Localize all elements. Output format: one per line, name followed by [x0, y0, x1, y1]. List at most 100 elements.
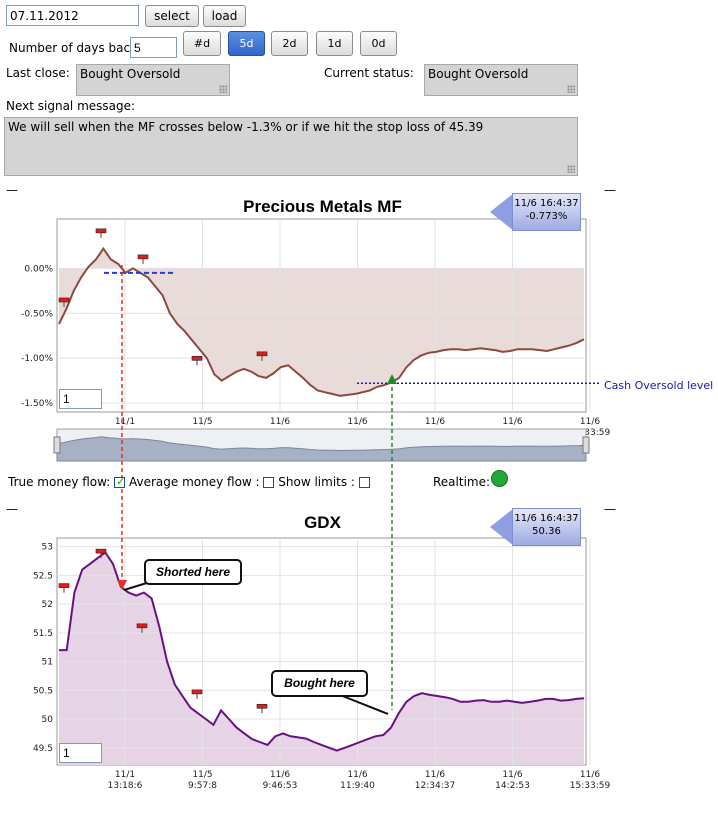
- x-tick-date: 11/1: [115, 770, 135, 780]
- navigator-area: [56, 436, 587, 462]
- signal-marker: [256, 703, 268, 709]
- x-tick-date: 11/6: [347, 770, 367, 780]
- y-tick-label: 0.00%: [24, 264, 53, 274]
- resize-grip-icon[interactable]: [219, 85, 227, 93]
- gdx-nav-input[interactable]: [59, 743, 102, 763]
- bought-pointer: [339, 694, 389, 715]
- gdx-value-flag: 11/6 16:4:37 50.36: [512, 508, 581, 546]
- load-button[interactable]: load: [203, 5, 246, 27]
- avg-mf-checkbox[interactable]: [263, 477, 275, 488]
- x-tick-time: 9:46:53: [263, 781, 298, 791]
- resize-grip-icon[interactable]: [567, 85, 575, 93]
- y-tick-label: 50.5: [33, 686, 53, 696]
- range-button-2d[interactable]: 2d: [271, 31, 308, 56]
- y-tick-label: 49.5: [33, 744, 53, 754]
- resize-grip-icon[interactable]: [567, 165, 575, 173]
- x-tick-time: 15:33:59: [570, 428, 611, 438]
- navigator-handle-right: [582, 436, 590, 454]
- x-tick-date: 11/5: [192, 417, 212, 427]
- chart-title-mf: Precious Metals MF: [243, 197, 402, 216]
- range-button-5d[interactable]: 5d: [228, 31, 265, 56]
- bought-annotation: Bought here: [271, 670, 368, 697]
- signal-marker: [191, 356, 203, 361]
- buy-arrow-icon: [387, 374, 397, 384]
- y-tick-label: 52.5: [33, 571, 53, 581]
- x-tick-time: 14:2:53: [495, 781, 530, 791]
- flag-arrow-icon: [490, 508, 514, 546]
- signal-marker: [95, 228, 107, 234]
- gdx-flag-value: 50.36: [532, 526, 561, 537]
- mf-flag-value: -0.773%: [525, 211, 568, 222]
- x-tick-time: 9:57:8: [188, 781, 217, 791]
- mf-nav-input[interactable]: [59, 389, 102, 409]
- next-signal-label: Next signal message:: [6, 99, 136, 113]
- series-line: [59, 550, 585, 752]
- last-close-label: Last close:: [6, 66, 70, 80]
- current-status-field[interactable]: Bought Oversold: [424, 64, 578, 96]
- x-tick-date: 11/1: [115, 417, 135, 427]
- current-status-label: Current status:: [324, 66, 414, 80]
- last-close-value: Bought Oversold: [80, 67, 181, 81]
- collapse-mark[interactable]: —: [6, 183, 18, 197]
- x-tick-date: 11/6: [580, 417, 600, 427]
- x-tick-date: 11/6: [425, 770, 445, 780]
- signal-marker: [95, 548, 107, 554]
- true-mf-checkbox[interactable]: ✓: [114, 475, 126, 488]
- x-tick-date: 11/6: [502, 770, 522, 780]
- series-line: [58, 246, 585, 397]
- date-input[interactable]: [6, 5, 139, 26]
- x-tick-date: 11/6: [347, 417, 367, 427]
- last-close-field[interactable]: Bought Oversold: [76, 64, 230, 96]
- series-area: [59, 248, 584, 396]
- oversold-level-label: Cash Oversold level: [604, 379, 714, 392]
- y-tick-label: 52: [42, 600, 53, 610]
- series-area: [59, 552, 584, 765]
- days-back-label: Number of days back:: [9, 41, 142, 55]
- signal-marker: [58, 583, 70, 588]
- current-status-value: Bought Oversold: [428, 67, 529, 81]
- short-arrow-icon: [117, 580, 127, 590]
- next-signal-value: We will sell when the MF crosses below -…: [8, 120, 484, 134]
- signal-marker: [256, 351, 268, 357]
- flag-arrow-icon: [490, 193, 514, 231]
- collapse-mark[interactable]: —: [604, 183, 616, 197]
- y-tick-label: -1.50%: [21, 399, 53, 409]
- realtime-label: Realtime:: [433, 475, 491, 489]
- days-back-input[interactable]: [130, 37, 177, 58]
- x-tick-time: 11:9:40: [340, 781, 375, 791]
- x-tick-time: 15:33:59: [570, 781, 611, 791]
- avg-mf-label: Average money flow :: [129, 475, 260, 489]
- signal-marker: [137, 254, 149, 260]
- x-tick-time: 12:34:37: [415, 781, 455, 791]
- x-tick-date: 11/5: [192, 770, 212, 780]
- y-tick-label: 50: [42, 715, 54, 725]
- check-icon: ✓: [116, 475, 126, 488]
- y-tick-label: 53: [42, 543, 53, 553]
- collapse-mark[interactable]: —: [6, 502, 18, 516]
- x-tick-date: 11/6: [270, 770, 290, 780]
- x-tick-date: 11/6: [580, 770, 600, 780]
- x-tick-date: 11/6: [270, 417, 290, 427]
- signal-marker: [191, 689, 203, 695]
- gdx-flag-time: 11/6 16:4:37: [514, 513, 579, 524]
- limits-checkbox[interactable]: [358, 477, 370, 488]
- next-signal-field[interactable]: We will sell when the MF crosses below -…: [4, 117, 578, 176]
- realtime-indicator-icon[interactable]: [491, 470, 508, 487]
- y-tick-label: -0.50%: [21, 309, 53, 319]
- mf-value-flag: 11/6 16:4:37 -0.773%: [512, 193, 581, 231]
- options-row: True money flow: ✓ Average money flow : …: [8, 475, 370, 489]
- range-button-1d[interactable]: 1d: [316, 31, 353, 56]
- shorted-annotation: Shorted here: [144, 559, 242, 585]
- x-tick-date: 11/6: [425, 417, 445, 427]
- chart-title-gdx: GDX: [304, 513, 341, 532]
- range-button-0d[interactable]: 0d: [360, 31, 397, 56]
- mf-flag-time: 11/6 16:4:37: [514, 198, 579, 209]
- y-tick-label: -1.00%: [21, 354, 53, 364]
- collapse-mark[interactable]: —: [604, 502, 616, 516]
- range-button-custom[interactable]: #d: [183, 31, 221, 56]
- signal-marker: [58, 297, 70, 303]
- signal-marker: [136, 623, 148, 629]
- x-tick-time: 13:18:6: [108, 781, 143, 791]
- select-button[interactable]: select: [145, 5, 199, 27]
- y-tick-label: 51.5: [33, 629, 53, 639]
